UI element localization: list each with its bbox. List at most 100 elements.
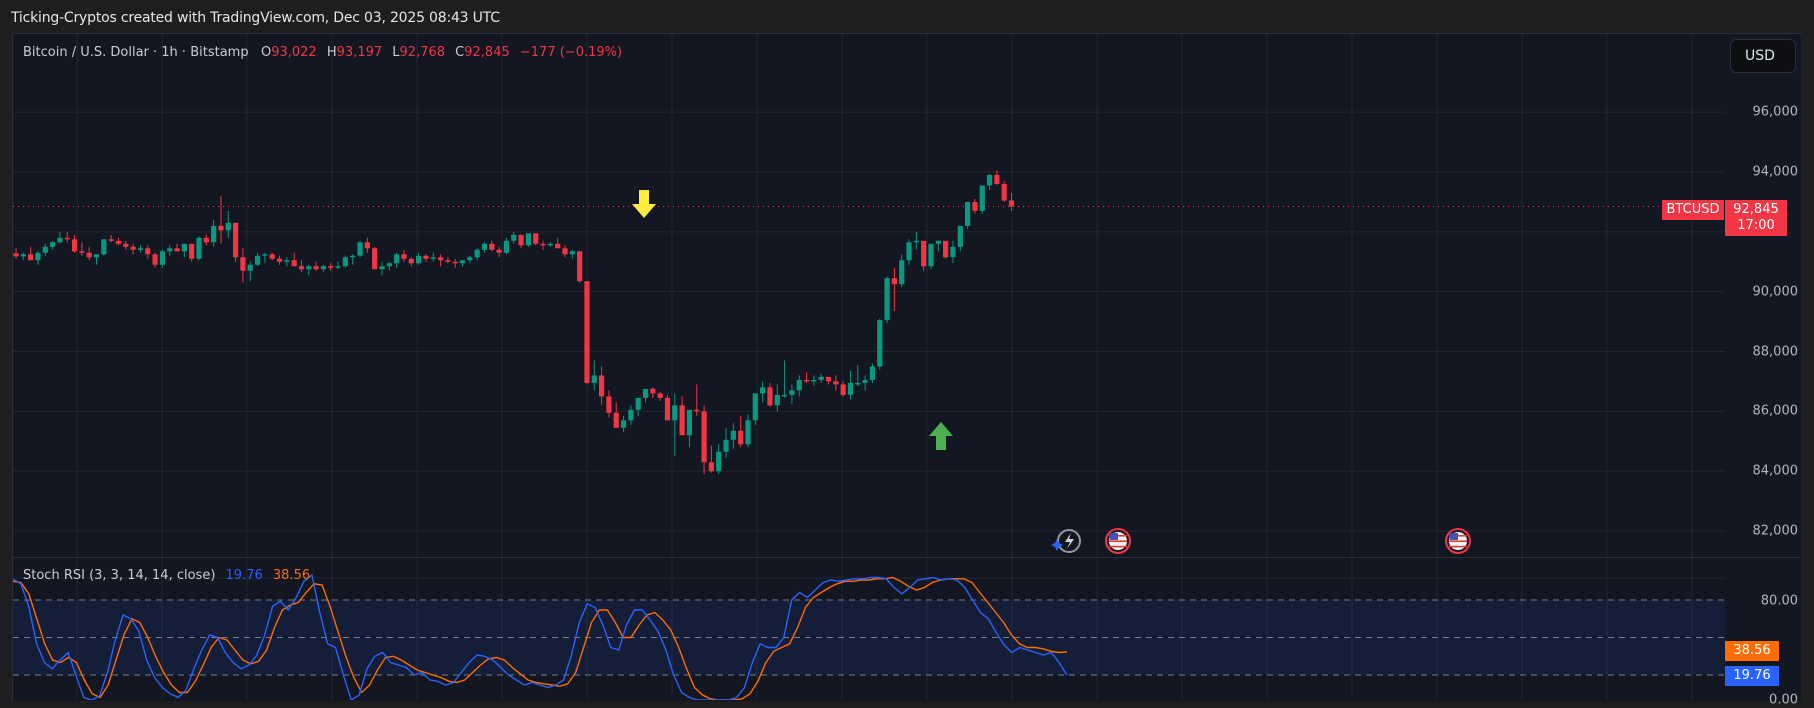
candle-down xyxy=(825,376,832,382)
candle-down xyxy=(130,246,136,250)
candle-down xyxy=(108,239,114,241)
stoch-rsi-legend[interactable]: Stoch RSI (3, 3, 14, 14, close) 19.76 38… xyxy=(23,568,310,583)
candle-down xyxy=(452,261,458,264)
candle-up xyxy=(591,375,597,383)
candle-down xyxy=(767,387,773,406)
candle-up xyxy=(884,278,890,321)
candle-up xyxy=(211,225,217,243)
candle-up xyxy=(957,225,963,247)
currency-button[interactable]: USD xyxy=(1730,39,1796,73)
high-label: H xyxy=(326,45,337,60)
candle-up xyxy=(811,379,817,382)
candle-up xyxy=(101,239,107,255)
candle-down xyxy=(708,462,714,472)
bar-countdown: 17:00 xyxy=(1737,218,1775,233)
candle-down xyxy=(115,240,122,244)
candle-down xyxy=(233,222,239,258)
candle-down xyxy=(64,237,70,240)
candle-down xyxy=(364,242,370,249)
stoch-k-value: 19.76 xyxy=(225,568,263,583)
us-flag-stripe xyxy=(1449,540,1467,542)
stoch-k-line xyxy=(12,573,1068,700)
sparkle-icon xyxy=(1051,539,1063,551)
high-value: 93,197 xyxy=(336,45,383,60)
candle-up xyxy=(965,201,971,226)
candle-down xyxy=(174,248,180,252)
candle-up xyxy=(57,237,63,243)
candle-up xyxy=(686,409,693,436)
candle-down xyxy=(664,397,671,421)
price-tick: 94,000 xyxy=(1752,164,1799,180)
candle-up xyxy=(503,240,510,253)
price-tick: 88,000 xyxy=(1752,344,1799,359)
candle-up xyxy=(723,439,729,452)
candle-up xyxy=(137,248,144,250)
candle-down xyxy=(496,249,502,253)
candle-up xyxy=(642,388,649,398)
stoch-k-badge: 19.76 xyxy=(1725,666,1779,686)
symbol-price-badge: BTCUSD xyxy=(1662,200,1724,220)
price-tick: 90,000 xyxy=(1752,284,1799,300)
candle-up xyxy=(913,240,919,243)
candle-up xyxy=(481,243,488,250)
candle-up xyxy=(467,257,473,261)
open-value: 93,022 xyxy=(271,45,317,60)
candle-down xyxy=(657,393,663,398)
signal-down-arrow-icon xyxy=(632,190,656,218)
candle-up xyxy=(730,430,736,440)
price-tick: 84,000 xyxy=(1752,463,1799,479)
candle-down xyxy=(584,281,590,383)
candle-up xyxy=(416,255,422,264)
candle-up xyxy=(335,266,341,268)
candle-up xyxy=(320,266,327,270)
lightning-bolt-icon xyxy=(1065,533,1074,549)
candle-down xyxy=(1008,200,1015,207)
candle-up xyxy=(818,376,824,380)
candle-down xyxy=(372,248,378,270)
last-price-value: 92,845 xyxy=(1733,202,1779,217)
chart-credit-title: Ticking-Cryptos created with TradingView… xyxy=(11,10,500,26)
candle-down xyxy=(840,384,846,395)
candle-up xyxy=(35,252,41,261)
candle-up xyxy=(167,248,173,252)
candle-down xyxy=(562,248,568,255)
candle-down xyxy=(606,396,612,413)
candle-up xyxy=(672,405,678,421)
candle-up xyxy=(20,254,26,257)
right-margin xyxy=(1801,0,1814,700)
candle-up xyxy=(899,260,905,285)
candle-down xyxy=(145,248,151,255)
candle-up xyxy=(306,266,312,270)
close-value: 92,845 xyxy=(464,45,510,60)
stoch-d-value: 38.56 xyxy=(272,568,311,583)
pane-separator[interactable] xyxy=(13,557,1800,558)
candle-up xyxy=(869,366,876,380)
candle-down xyxy=(540,243,546,246)
candle-up xyxy=(782,394,788,397)
candle-up xyxy=(159,251,165,265)
candle-up xyxy=(547,243,553,246)
candle-down xyxy=(533,233,539,244)
candle-down xyxy=(218,225,224,231)
stoch-d-line xyxy=(12,576,1068,700)
last-price-badge: 92,845 17:00 xyxy=(1725,200,1787,236)
stoch-band-fill xyxy=(13,600,1725,675)
candle-down xyxy=(313,266,319,270)
currency-label: USD xyxy=(1745,48,1775,64)
candle-down xyxy=(613,412,619,428)
stoch-level-80: 80.00 xyxy=(1760,593,1798,609)
us-flag-stripe xyxy=(1449,545,1467,548)
candle-up xyxy=(386,263,392,267)
price-tick: 86,000 xyxy=(1752,403,1799,419)
candle-up xyxy=(789,390,795,395)
candle-up xyxy=(986,174,993,186)
candle-up xyxy=(284,260,290,262)
candle-down xyxy=(694,409,700,412)
price-tick: 96,000 xyxy=(1752,104,1799,120)
candle-up xyxy=(745,420,751,445)
candle-up xyxy=(511,234,517,241)
candle-up xyxy=(774,394,780,406)
stoch-rsi-title: Stoch RSI (3, 3, 14, 14, close) xyxy=(23,568,216,583)
candle-down xyxy=(408,258,414,264)
